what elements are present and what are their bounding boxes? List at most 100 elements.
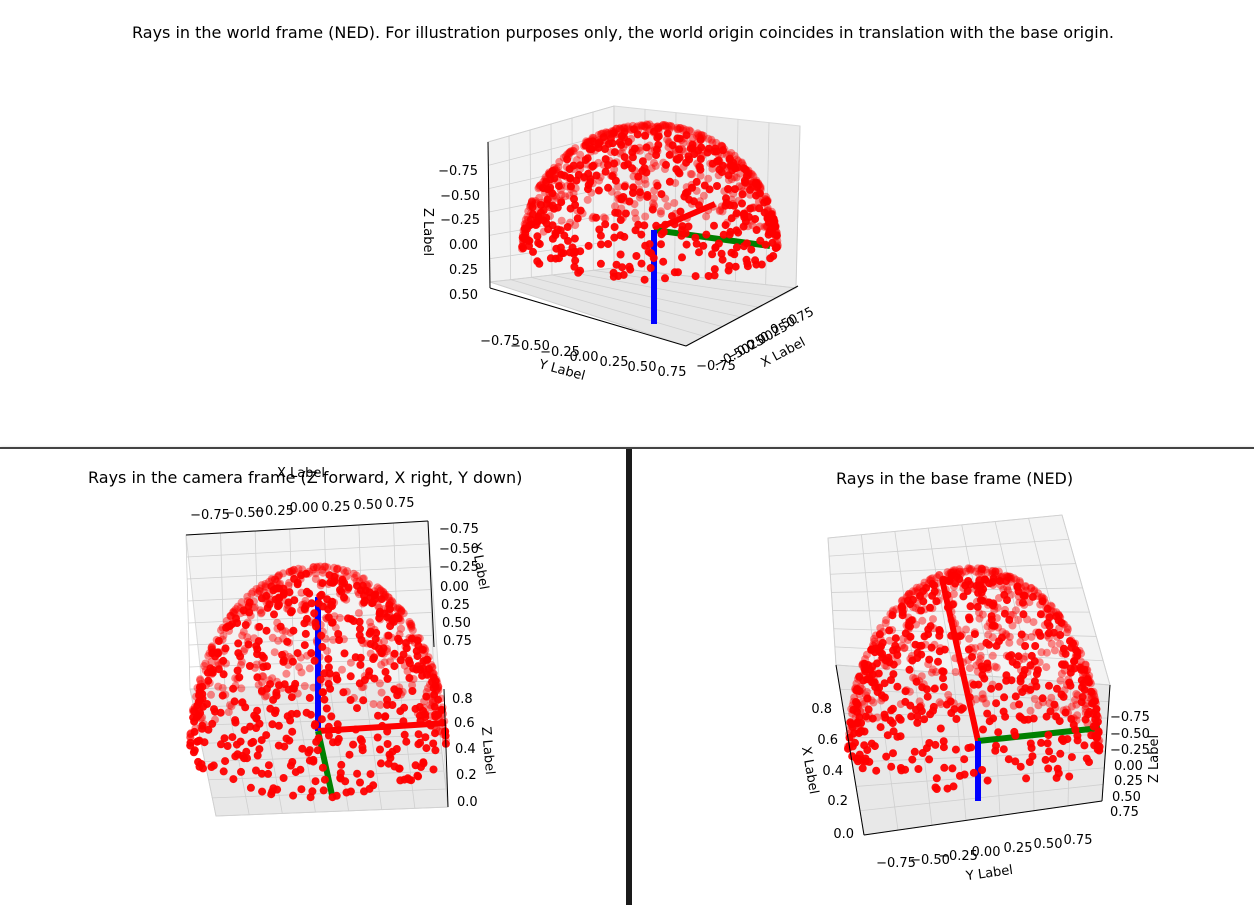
data-point — [949, 782, 958, 791]
data-point — [978, 565, 987, 573]
data-point — [961, 567, 970, 576]
data-point — [293, 580, 302, 589]
data-point — [1050, 646, 1059, 655]
data-point — [625, 262, 634, 271]
data-point — [935, 627, 944, 636]
data-point — [878, 638, 887, 647]
data-point — [402, 639, 410, 647]
data-point — [630, 125, 638, 134]
data-point — [568, 243, 577, 252]
data-point — [939, 667, 948, 676]
data-point — [930, 684, 939, 693]
data-point — [434, 710, 443, 719]
data-point — [373, 733, 382, 742]
data-point — [916, 592, 924, 600]
y-tick-label: −0.75 — [439, 522, 479, 537]
data-point — [408, 687, 417, 695]
y-tick-label: −0.25 — [439, 560, 479, 575]
data-point — [378, 721, 387, 730]
data-point — [708, 250, 717, 259]
data-point — [1085, 758, 1093, 767]
data-point — [734, 228, 743, 237]
data-point — [933, 573, 941, 582]
x-axis-line — [835, 664, 865, 836]
data-point — [555, 254, 563, 263]
data-point — [1012, 660, 1021, 669]
data-point — [686, 144, 695, 153]
data-point — [195, 687, 204, 696]
x-axis-line — [185, 520, 429, 536]
data-point — [693, 129, 702, 138]
z-tick-label: 0.4 — [455, 742, 476, 757]
data-point — [1027, 584, 1035, 593]
data-point — [946, 697, 955, 706]
z-tick-label: 0.00 — [1114, 759, 1143, 774]
data-point — [518, 242, 527, 251]
data-point — [994, 728, 1003, 737]
data-point — [274, 571, 283, 580]
data-point — [887, 706, 896, 715]
data-point — [568, 146, 577, 155]
data-point — [273, 785, 282, 794]
data-point — [383, 740, 392, 748]
data-point — [199, 702, 208, 711]
data-point — [370, 674, 379, 683]
data-point — [207, 690, 215, 699]
data-point — [405, 659, 414, 668]
data-point — [611, 202, 619, 211]
data-point — [763, 197, 772, 206]
data-point — [885, 636, 894, 645]
data-point — [224, 708, 233, 716]
data-point — [336, 769, 345, 777]
data-point — [237, 598, 246, 607]
y-axis-line — [427, 520, 435, 648]
y-tick-label: 0.50 — [442, 616, 471, 631]
data-point — [411, 761, 420, 770]
data-point — [1066, 681, 1075, 690]
data-point — [534, 216, 543, 225]
data-point — [220, 734, 229, 743]
data-point — [379, 588, 388, 597]
data-point — [1057, 669, 1066, 678]
data-point — [309, 757, 318, 766]
data-point — [555, 182, 563, 191]
data-point — [925, 755, 934, 764]
data-point — [383, 674, 392, 683]
data-point — [724, 185, 732, 193]
data-point — [1069, 639, 1077, 648]
data-point — [1088, 698, 1097, 707]
data-point — [311, 777, 320, 786]
data-point — [707, 135, 716, 144]
data-point — [309, 563, 318, 572]
data-point — [389, 617, 398, 626]
data-point — [640, 221, 649, 230]
data-point — [638, 157, 647, 166]
data-point — [742, 255, 751, 264]
chart-title-world: Rays in the world frame (NED). For illus… — [132, 23, 1114, 42]
data-point — [1080, 741, 1089, 750]
data-point — [334, 734, 343, 743]
data-point — [873, 688, 882, 696]
grid-line — [551, 274, 742, 318]
data-point — [977, 565, 986, 573]
data-point — [1003, 596, 1011, 605]
data-point — [965, 664, 974, 673]
data-point — [255, 587, 264, 595]
data-point — [332, 674, 341, 683]
data-point — [214, 665, 223, 674]
data-point — [965, 564, 974, 573]
data-point — [711, 144, 720, 153]
data-point — [246, 722, 255, 731]
data-point — [297, 668, 306, 677]
data-point — [285, 588, 294, 597]
data-point — [231, 716, 240, 725]
y-axis-line — [863, 800, 1103, 836]
data-point — [751, 256, 760, 265]
data-point — [908, 755, 917, 764]
data-point — [649, 254, 658, 262]
data-point — [885, 658, 894, 667]
y-axis-line — [489, 287, 687, 347]
data-point — [999, 707, 1008, 716]
data-point — [279, 569, 288, 578]
chart-camera-svg: −0.75 −0.50 −0.25 0.00 0.25 0.50 0.75 X … — [185, 466, 497, 817]
